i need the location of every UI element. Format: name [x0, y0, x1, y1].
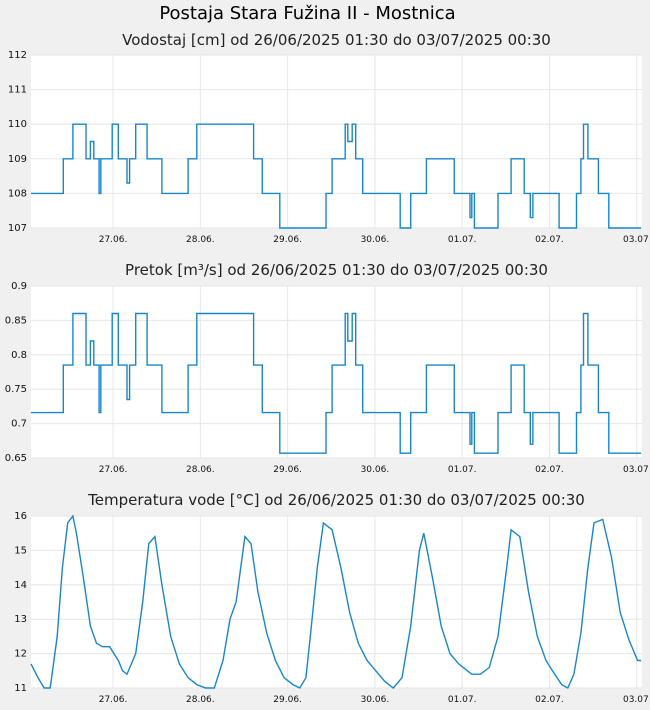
water-temperature-x-tick-label: 30.06. — [361, 695, 390, 705]
discharge-y-tick-label: 0.9 — [11, 281, 27, 292]
discharge-plot-area — [31, 286, 642, 458]
water-temperature-x-tick-label: 28.06. — [186, 695, 215, 705]
water-level-x-tick-label: 27.06. — [99, 235, 128, 245]
water-level-x-tick-label: 01.07. — [448, 235, 477, 245]
discharge-x-tick-label: 27.06. — [99, 465, 128, 475]
water-level-y-tick-label: 107 — [8, 223, 27, 234]
discharge-y-tick-label: 0.65 — [5, 453, 27, 464]
water-level-plot-area — [31, 55, 642, 228]
water-level-x-tick-label: 28.06. — [186, 235, 215, 245]
water-level-y-tick-label: 112 — [8, 50, 27, 61]
discharge-x-tick-label: 03.07 — [623, 465, 649, 475]
water-temperature-y-tick-label: 14 — [14, 580, 27, 591]
water-level-x-tick-label: 29.06. — [273, 235, 302, 245]
discharge-x-tick-label: 29.06. — [273, 465, 302, 475]
water-temperature-series-line — [30, 514, 642, 689]
water-temperature-plot-area — [31, 516, 642, 688]
water-level-series-line — [31, 123, 642, 229]
water-level-x-tick-label: 03.07 — [623, 235, 649, 245]
discharge-series-line — [31, 312, 642, 454]
discharge-x-tick-label: 30.06. — [361, 465, 390, 475]
discharge-x-tick-label: 28.06. — [186, 465, 215, 475]
water-temperature-y-tick-label: 11 — [14, 683, 27, 694]
water-temperature-x-tick-label: 01.07. — [448, 695, 477, 705]
discharge-y-tick-label: 0.7 — [11, 419, 27, 430]
water-level-y-tick-label: 108 — [8, 188, 27, 199]
water-level-x-tick-label: 30.06. — [361, 235, 390, 245]
water-temperature-y-tick-label: 13 — [14, 614, 27, 625]
page-title: Postaja Stara Fužina II - Mostnica — [159, 3, 456, 24]
discharge-chart-title: Pretok [m³/s] od 26/06/2025 01:30 do 03/… — [125, 261, 548, 279]
discharge-x-tick-label: 02.07. — [535, 465, 564, 475]
discharge-y-tick-label: 0.8 — [11, 350, 27, 361]
water-temperature-x-tick-label: 03.07 — [623, 695, 649, 705]
water-temperature-x-tick-label: 27.06. — [99, 695, 128, 705]
discharge-y-tick-label: 0.75 — [5, 384, 27, 395]
water-level-y-tick-label: 109 — [8, 154, 27, 165]
water-temperature-x-tick-label: 29.06. — [273, 695, 302, 705]
water-temperature-y-tick-label: 15 — [14, 545, 27, 556]
discharge-x-tick-label: 01.07. — [448, 465, 477, 475]
water-temperature-y-tick-label: 12 — [14, 649, 27, 660]
water-level-y-tick-label: 111 — [8, 85, 27, 96]
water-temperature-chart-title: Temperatura vode [°C] od 26/06/2025 01:3… — [87, 491, 585, 509]
water-level-y-tick-label: 110 — [8, 119, 27, 130]
water-temperature-x-tick-label: 02.07. — [535, 695, 564, 705]
water-level-x-tick-label: 02.07. — [535, 235, 564, 245]
water-temperature-y-tick-label: 16 — [14, 511, 27, 522]
discharge-y-tick-label: 0.85 — [5, 315, 27, 326]
water-level-chart-title: Vodostaj [cm] od 26/06/2025 01:30 do 03/… — [122, 31, 551, 49]
